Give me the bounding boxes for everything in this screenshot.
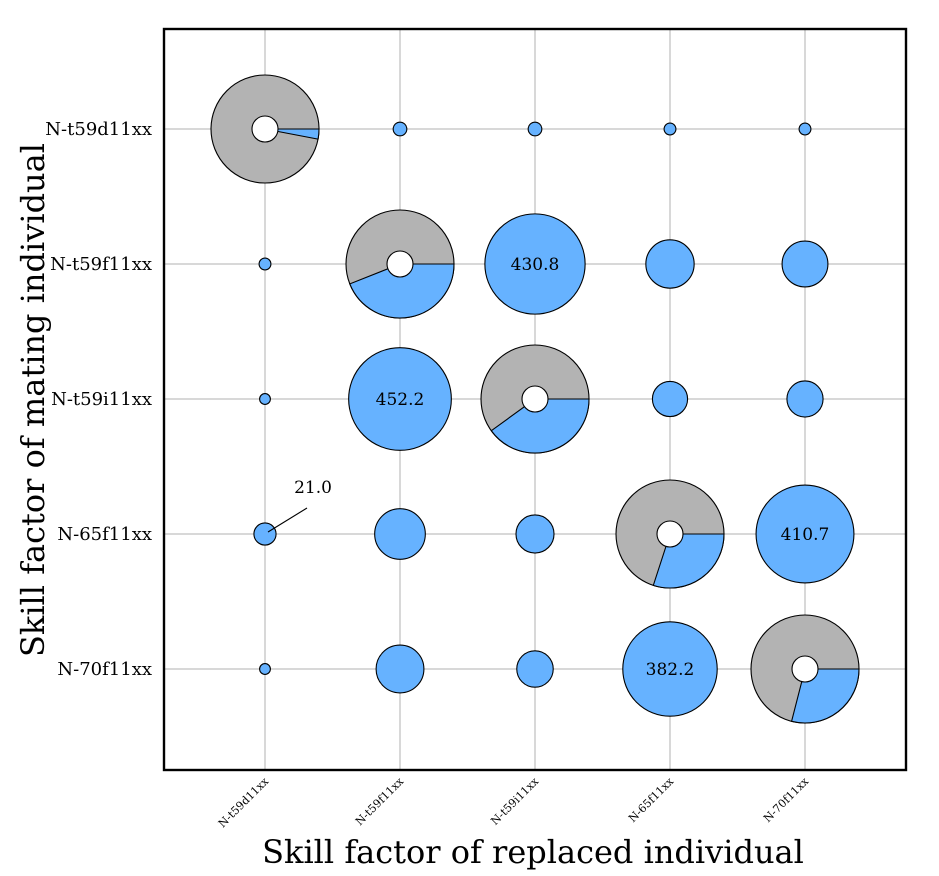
cell-n-70f11xx-n-t59i11xx xyxy=(516,650,554,688)
cell-n-65f11xx-n-t59i11xx xyxy=(515,514,555,554)
cell-n-t59d11xx-n-t59i11xx xyxy=(527,121,543,137)
cell-n-t59i11xx-n-t59f11xx: 452.2 xyxy=(348,347,452,451)
y-tick-label: N-t59f11xx xyxy=(50,254,152,275)
bubble xyxy=(786,380,824,418)
bubble xyxy=(515,514,555,554)
cell-n-65f11xx-n-70f11xx: 410.7 xyxy=(755,484,855,584)
data-label: 452.2 xyxy=(376,390,425,410)
cell-n-t59f11xx-n-t59d11xx xyxy=(258,257,272,271)
bubble xyxy=(259,663,271,675)
pie-blue-slice xyxy=(264,128,320,140)
bubble xyxy=(516,650,554,688)
bubble xyxy=(392,121,408,137)
cell-n-70f11xx-n-70f11xx xyxy=(750,614,860,724)
bubble xyxy=(375,644,425,694)
cell-n-65f11xx-n-65f11xx xyxy=(615,479,725,589)
bubble xyxy=(348,347,452,451)
cell-n-65f11xx-n-t59f11xx xyxy=(374,508,426,560)
data-label: 410.7 xyxy=(781,525,830,545)
data-label: 430.8 xyxy=(511,255,560,275)
bubble-layer: 430.8 452.2 21.0 410.7 382.2 xyxy=(210,74,860,724)
y-tick-label: N-t59i11xx xyxy=(51,389,152,410)
bubble xyxy=(645,239,695,289)
y-tick-label: N-70f11xx xyxy=(57,659,152,680)
pie-center-hole xyxy=(386,250,414,278)
bubble xyxy=(781,240,829,288)
bubble xyxy=(663,122,677,136)
bubble xyxy=(651,380,689,418)
bubble xyxy=(622,621,718,717)
cell-n-t59f11xx-n-65f11xx xyxy=(645,239,695,289)
bubble xyxy=(259,393,271,405)
cell-n-t59d11xx-n-t59d11xx xyxy=(210,74,320,184)
pie-blue-slice xyxy=(490,398,590,454)
x-tick-label: N-t59d11xx xyxy=(216,774,272,830)
pie-center-hole xyxy=(521,385,549,413)
x-tick-labels: N-t59d11xx N-t59f11xx N-t59i11xx N-65f11xx N… xyxy=(216,774,812,830)
bubble xyxy=(755,484,855,584)
cell-n-70f11xx-n-65f11xx: 382.2 xyxy=(622,621,718,717)
x-tick-label: N-t59f11xx xyxy=(353,774,407,828)
cell-n-t59i11xx-n-t59i11xx xyxy=(480,344,590,454)
plot-frame xyxy=(162,27,908,772)
cell-n-t59d11xx-n-70f11xx xyxy=(798,122,812,136)
cell-n-t59i11xx-n-t59d11xx xyxy=(259,393,271,405)
bubble xyxy=(374,508,426,560)
cell-n-t59f11xx-n-70f11xx xyxy=(781,240,829,288)
y-tick-label: N-65f11xx xyxy=(57,524,152,545)
y-tick-labels: N-t59d11xx N-t59f11xx N-t59i11xx N-65f11xx N… xyxy=(45,119,152,680)
bubble xyxy=(798,122,812,136)
cell-n-t59d11xx-n-65f11xx xyxy=(663,122,677,136)
cell-n-t59d11xx-n-t59f11xx xyxy=(392,121,408,137)
pie-blue-slice xyxy=(349,263,455,319)
bubble xyxy=(253,522,277,546)
pie-center-hole xyxy=(791,655,819,683)
callout-line xyxy=(267,507,308,533)
pie-center-hole xyxy=(656,520,684,548)
cell-n-t59f11xx-n-t59i11xx: 430.8 xyxy=(484,213,586,315)
cell-n-t59i11xx-n-70f11xx xyxy=(786,380,824,418)
x-tick-label: N-70f11xx xyxy=(761,774,812,825)
y-tick-label: N-t59d11xx xyxy=(45,119,152,140)
bubble xyxy=(258,257,272,271)
y-axis-label: Skill factor of mating individual xyxy=(14,143,52,657)
bubble xyxy=(484,213,586,315)
cell-n-t59i11xx-n-65f11xx xyxy=(651,380,689,418)
cell-n-t59f11xx-n-t59f11xx xyxy=(345,209,455,319)
pie-blue-slice xyxy=(790,668,860,724)
x-axis-label: Skill factor of replaced individual xyxy=(262,833,804,871)
cell-n-65f11xx-n-t59d11xx: 21.0 xyxy=(253,478,332,546)
cell-n-70f11xx-n-t59f11xx xyxy=(375,644,425,694)
x-tick-label: N-65f11xx xyxy=(626,774,677,825)
x-tick-label: N-t59i11xx xyxy=(488,774,541,827)
cell-n-70f11xx-n-t59d11xx xyxy=(259,663,271,675)
pie-center-hole xyxy=(251,115,279,143)
data-label: 382.2 xyxy=(646,660,695,680)
bubble xyxy=(527,121,543,137)
data-label: 21.0 xyxy=(294,478,332,498)
